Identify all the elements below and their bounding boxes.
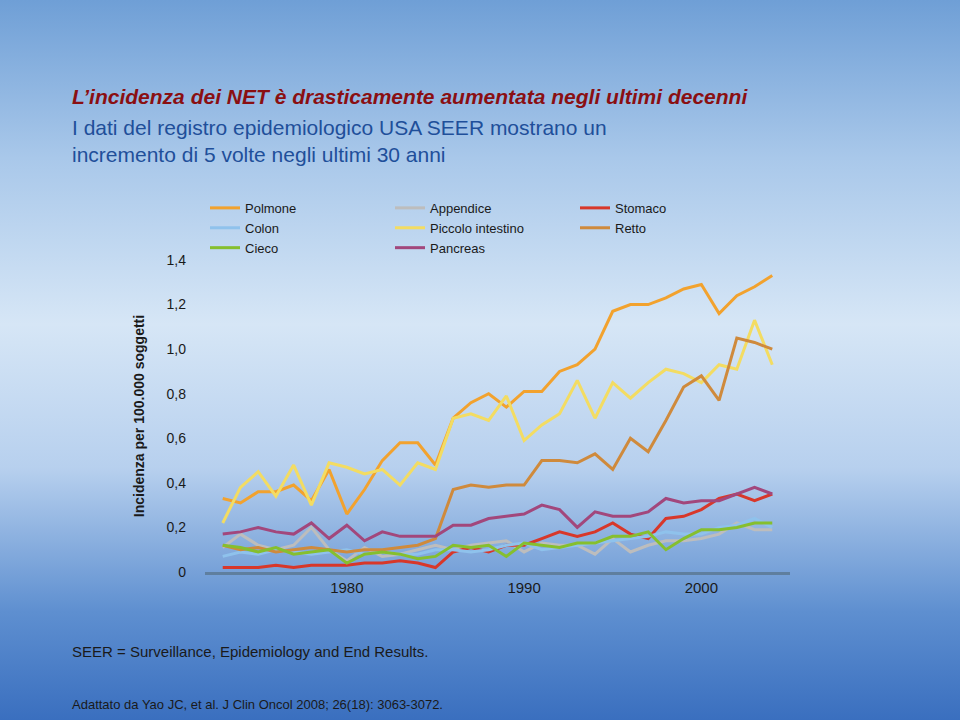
svg-text:0,4: 0,4: [167, 475, 187, 491]
svg-text:1,0: 1,0: [167, 341, 187, 357]
svg-text:Stomaco: Stomaco: [615, 201, 666, 216]
svg-text:Colon: Colon: [245, 221, 279, 236]
svg-text:Cieco: Cieco: [245, 241, 278, 256]
svg-text:L’incidenza dei NET è drastica: L’incidenza dei NET è drasticamente aume…: [72, 85, 748, 108]
svg-text:2000: 2000: [685, 579, 718, 596]
svg-text:Polmone: Polmone: [245, 201, 296, 216]
svg-text:Pancreas: Pancreas: [430, 241, 485, 256]
svg-text:1,4: 1,4: [167, 252, 187, 268]
svg-text:1990: 1990: [507, 579, 540, 596]
svg-text:1,2: 1,2: [167, 296, 187, 312]
svg-text:0: 0: [178, 564, 186, 580]
svg-text:0,8: 0,8: [167, 386, 187, 402]
svg-text:I dati del registro epidemiolo: I dati del registro epidemiologico USA S…: [72, 116, 607, 166]
svg-text:0,2: 0,2: [167, 519, 187, 535]
svg-text:Retto: Retto: [615, 221, 646, 236]
svg-text:Adattato da Yao JC, et al. J C: Adattato da Yao JC, et al. J Clin Oncol …: [72, 697, 443, 712]
svg-text:0,6: 0,6: [167, 430, 187, 446]
svg-text:1980: 1980: [330, 579, 363, 596]
svg-text:Appendice: Appendice: [430, 201, 491, 216]
svg-text:Piccolo intestino: Piccolo intestino: [430, 221, 524, 236]
svg-text:SEER = Surveillance, Epidemiol: SEER = Surveillance, Epidemiology and En…: [72, 643, 428, 660]
svg-text:Incidenza per 100.000 soggetti: Incidenza per 100.000 soggetti: [131, 315, 147, 517]
